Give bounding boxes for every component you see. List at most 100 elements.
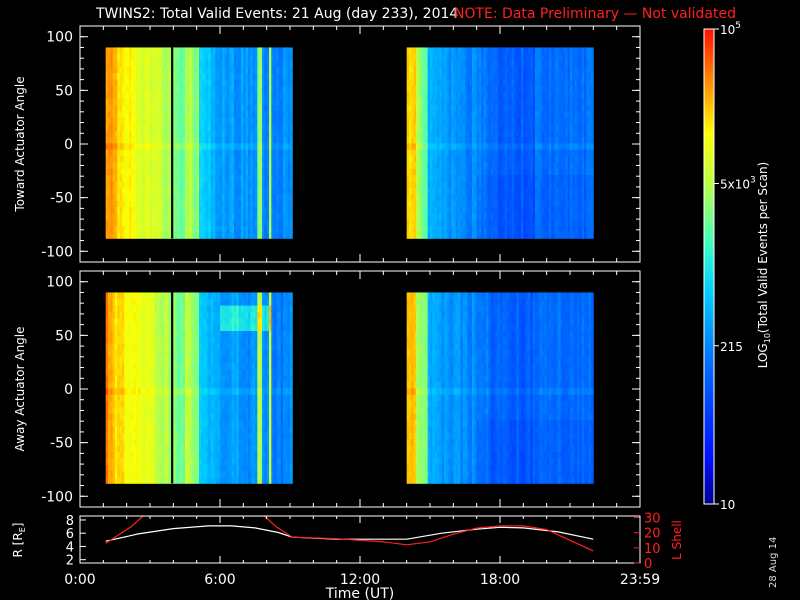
toward-heatmap-cell	[409, 85, 412, 93]
toward-heatmap-cell	[241, 168, 244, 176]
toward-heatmap-cell	[560, 206, 564, 214]
toward-heatmap-cell	[285, 212, 289, 220]
toward-heatmap-cell	[126, 149, 130, 157]
toward-heatmap-cell	[285, 219, 289, 227]
toward-heatmap-cell	[117, 130, 121, 137]
toward-heatmap-cell	[551, 174, 555, 182]
toward-heatmap-cell	[413, 142, 417, 150]
toward-heatmap-cell	[469, 187, 473, 195]
toward-heatmap-cell	[451, 187, 454, 195]
toward-heatmap-cell	[166, 219, 170, 227]
toward-heatmap-cell	[406, 85, 410, 93]
toward-heatmap-cell	[124, 219, 128, 227]
toward-heatmap-cell	[430, 168, 433, 176]
toward-heatmap-cell	[453, 85, 457, 93]
toward-heatmap-cell	[143, 79, 146, 87]
toward-heatmap-cell	[236, 123, 240, 131]
toward-heatmap-cell	[234, 85, 237, 93]
toward-heatmap-cell	[222, 98, 226, 106]
toward-heatmap-cell	[451, 92, 454, 99]
toward-heatmap-cell	[117, 142, 121, 150]
toward-heatmap-cell	[465, 142, 468, 150]
toward-heatmap-cell	[434, 193, 438, 201]
toward-heatmap-cell	[217, 117, 221, 125]
toward-heatmap-cell	[458, 85, 461, 93]
toward-heatmap-cell	[280, 162, 284, 169]
toward-heatmap-cell	[556, 92, 559, 99]
toward-heatmap-cell	[574, 53, 578, 61]
toward-heatmap-cell	[549, 72, 552, 80]
toward-heatmap-cell	[504, 168, 508, 176]
toward-heatmap-cell	[481, 200, 485, 207]
toward-heatmap-cell	[462, 155, 466, 163]
away-heatmap-cell	[110, 337, 114, 344]
toward-heatmap-cell	[451, 79, 454, 87]
toward-heatmap-cell	[546, 53, 550, 61]
toward-heatmap-cell	[574, 104, 578, 112]
toward-heatmap-cell	[467, 111, 471, 118]
toward-heatmap-cell	[539, 47, 543, 55]
toward-heatmap-cell	[164, 117, 167, 125]
toward-heatmap-cell	[159, 232, 163, 239]
toward-heatmap-cell	[133, 53, 137, 61]
toward-heatmap-cell	[525, 200, 529, 207]
toward-heatmap-cell	[546, 47, 550, 55]
toward-heatmap-cell	[423, 53, 426, 61]
toward-heatmap-cell	[409, 98, 412, 106]
toward-heatmap-cell	[117, 60, 121, 67]
toward-heatmap-cell	[182, 155, 186, 163]
toward-heatmap-cell	[182, 232, 186, 239]
toward-heatmap-cell	[490, 104, 494, 112]
toward-heatmap-cell	[518, 225, 522, 233]
toward-heatmap-cell	[588, 104, 592, 112]
toward-heatmap-cell	[542, 123, 545, 131]
toward-heatmap-cell	[551, 187, 555, 195]
toward-heatmap-cell	[131, 98, 135, 106]
toward-heatmap-cell	[259, 162, 263, 169]
toward-heatmap-cell	[224, 162, 228, 169]
toward-heatmap-cell	[124, 104, 128, 112]
toward-heatmap-cell	[227, 168, 230, 176]
toward-heatmap-cell	[434, 225, 438, 233]
toward-heatmap-cell	[164, 162, 167, 169]
toward-heatmap-cell	[185, 130, 188, 137]
toward-heatmap-cell	[178, 130, 181, 137]
toward-heatmap-cell	[537, 155, 541, 163]
toward-heatmap-cell	[560, 212, 564, 220]
toward-heatmap-cell	[178, 232, 181, 239]
toward-heatmap-cell	[262, 142, 265, 150]
toward-heatmap-cell	[591, 111, 594, 118]
toward-heatmap-cell	[558, 85, 562, 93]
toward-heatmap-cell	[287, 98, 291, 106]
toward-heatmap-cell	[238, 92, 242, 99]
toward-heatmap-cell	[474, 200, 478, 207]
toward-heatmap-cell	[222, 47, 226, 55]
toward-heatmap-cell	[154, 187, 158, 195]
toward-heatmap-cell	[581, 162, 585, 169]
toward-heatmap-cell	[140, 212, 144, 220]
toward-heatmap-cell	[189, 79, 193, 87]
toward-heatmap-cell	[157, 193, 160, 201]
toward-heatmap-cell	[493, 232, 496, 239]
toward-heatmap-cell	[138, 111, 142, 118]
toward-heatmap-cell	[462, 117, 466, 125]
toward-heatmap-cell	[283, 155, 286, 163]
toward-heatmap-cell	[210, 53, 214, 61]
toward-heatmap-cell	[413, 200, 417, 207]
away-heatmap-cell	[108, 451, 111, 459]
toward-heatmap-cell	[108, 117, 111, 125]
toward-heatmap-cell	[117, 136, 121, 144]
toward-heatmap-cell	[185, 219, 188, 227]
toward-heatmap-cell	[446, 117, 450, 125]
toward-heatmap-cell	[591, 142, 594, 150]
toward-heatmap-cell	[514, 181, 517, 188]
toward-heatmap-cell	[584, 72, 587, 80]
toward-heatmap-cell	[581, 66, 585, 74]
toward-heatmap-cell	[511, 72, 515, 80]
toward-heatmap-cell	[486, 60, 489, 67]
toward-heatmap-cell	[199, 225, 202, 233]
toward-heatmap-cell	[446, 200, 450, 207]
toward-heatmap-cell	[185, 66, 188, 74]
toward-heatmap-cell	[448, 162, 452, 169]
toward-heatmap-cell	[551, 136, 555, 144]
